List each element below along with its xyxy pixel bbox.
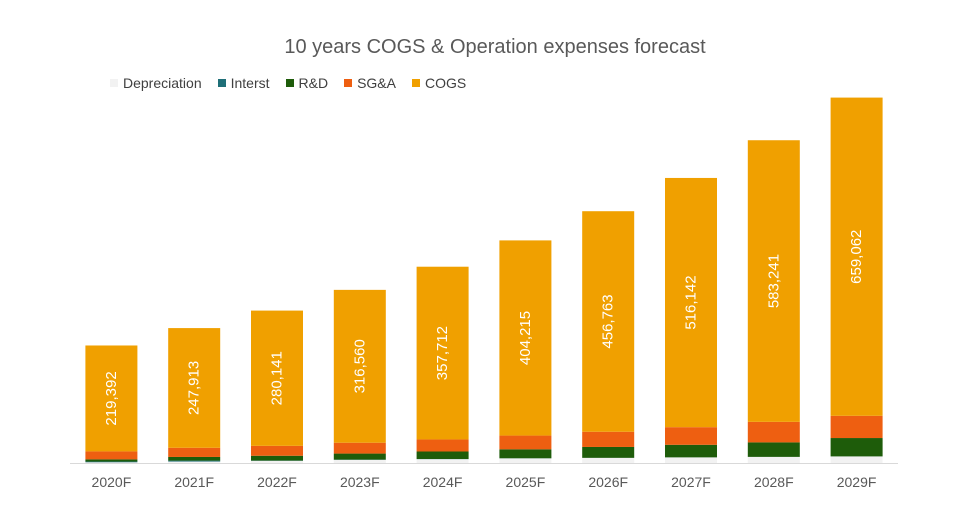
x-tick-label-2020f: 2020F bbox=[92, 474, 132, 490]
bar-interst-2021f bbox=[168, 460, 221, 462]
x-tick-label-2025f: 2025F bbox=[506, 474, 546, 490]
bar-cogs-2025f bbox=[499, 240, 552, 436]
legend-label-interst: Interst bbox=[230, 75, 270, 91]
chart-title: 10 years COGS & Operation expenses forec… bbox=[284, 36, 706, 58]
x-tick-label-2026f: 2026F bbox=[588, 474, 628, 490]
bar-sg-a-2027f bbox=[665, 427, 717, 445]
data-label-2025f: 404,215 bbox=[517, 311, 534, 365]
bar-cogs-2029f bbox=[830, 97, 883, 416]
bar-sg-a-2022f bbox=[251, 445, 303, 456]
data-label-2021f: 247,913 bbox=[186, 361, 203, 415]
legend-label-rnd: R&D bbox=[298, 75, 329, 91]
legend-item-interst: Interst bbox=[217, 75, 270, 91]
x-tick-label-2024f: 2024F bbox=[423, 474, 463, 490]
bar-cogs-2024f bbox=[416, 266, 469, 440]
bar-sg-a-2023f bbox=[333, 442, 386, 454]
legend-item-depreciation: Depreciation bbox=[110, 75, 202, 91]
bar-cogs-2022f bbox=[251, 310, 303, 446]
bar-depreciation-2024f bbox=[416, 459, 469, 463]
x-tick-label-2027f: 2027F bbox=[671, 474, 711, 490]
legend-item-rnd: R&D bbox=[285, 75, 329, 91]
legend-swatch-depreciation bbox=[110, 79, 118, 87]
x-tick-label-2023f: 2023F bbox=[340, 474, 380, 490]
data-label-2026f: 456,763 bbox=[600, 294, 617, 348]
legend: Depreciation Interst R&D SG&A COGS bbox=[110, 75, 482, 91]
bar-sg-a-2026f bbox=[582, 431, 635, 447]
data-label-2023f: 316,560 bbox=[351, 339, 368, 393]
x-tick-label-2028f: 2028F bbox=[754, 474, 794, 490]
x-tick-label-2021f: 2021F bbox=[174, 474, 214, 490]
legend-swatch-cogs bbox=[411, 79, 420, 87]
bar-sg-a-2020f bbox=[85, 451, 138, 460]
bar-cogs-2028f bbox=[747, 140, 800, 422]
bar-depreciation-2020f bbox=[85, 462, 138, 463]
legend-label-depreciation: Depreciation bbox=[123, 75, 202, 91]
data-label-2027f: 516,142 bbox=[683, 275, 700, 329]
x-tick-label-2029f: 2029F bbox=[837, 474, 877, 490]
bar-sg-a-2029f bbox=[830, 415, 883, 439]
bar-r-d-2020f bbox=[85, 459, 138, 462]
bar-depreciation-2022f bbox=[251, 460, 303, 463]
bar-depreciation-2021f bbox=[168, 461, 221, 463]
bar-cogs-2023f bbox=[333, 289, 386, 443]
bar-depreciation-2027f bbox=[665, 457, 717, 463]
bar-cogs-2027f bbox=[665, 177, 717, 428]
bar-r-d-2026f bbox=[582, 446, 635, 458]
legend-item-cogs: COGS bbox=[411, 75, 467, 91]
legend-label-sga: SG&A bbox=[357, 75, 396, 91]
bar-interst-2020f bbox=[85, 461, 138, 463]
data-label-2024f: 357,712 bbox=[434, 326, 451, 380]
bar-sg-a-2025f bbox=[499, 435, 552, 450]
bar-sg-a-2028f bbox=[747, 421, 800, 443]
bar-r-d-2022f bbox=[251, 455, 303, 461]
bar-depreciation-2025f bbox=[499, 458, 552, 463]
bar-depreciation-2023f bbox=[333, 459, 386, 463]
bar-depreciation-2028f bbox=[747, 456, 800, 463]
bar-sg-a-2021f bbox=[168, 447, 221, 457]
data-label-2022f: 280,141 bbox=[269, 351, 286, 405]
bar-cogs-2020f bbox=[85, 345, 138, 452]
bar-r-d-2023f bbox=[333, 453, 386, 460]
bar-sg-a-2024f bbox=[416, 439, 469, 452]
data-label-2028f: 583,241 bbox=[765, 254, 782, 308]
legend-swatch-sga bbox=[344, 79, 353, 87]
legend-swatch-rnd bbox=[285, 79, 294, 87]
data-label-2029f: 659,062 bbox=[848, 230, 865, 284]
bar-r-d-2024f bbox=[416, 451, 469, 459]
x-tick-label-2022f: 2022F bbox=[257, 474, 297, 490]
bar-r-d-2027f bbox=[665, 444, 717, 458]
bar-r-d-2021f bbox=[168, 456, 221, 461]
legend-item-sga: SG&A bbox=[344, 75, 396, 91]
bar-r-d-2029f bbox=[830, 438, 883, 457]
bar-r-d-2028f bbox=[747, 442, 800, 457]
bar-depreciation-2026f bbox=[582, 457, 635, 463]
bar-cogs-2026f bbox=[582, 211, 635, 432]
bar-depreciation-2029f bbox=[830, 456, 883, 463]
data-label-2020f: 219,392 bbox=[103, 371, 120, 425]
bar-r-d-2025f bbox=[499, 449, 552, 459]
legend-swatch-interst bbox=[217, 79, 226, 87]
bar-cogs-2021f bbox=[168, 328, 221, 448]
legend-label-cogs: COGS bbox=[424, 75, 467, 91]
